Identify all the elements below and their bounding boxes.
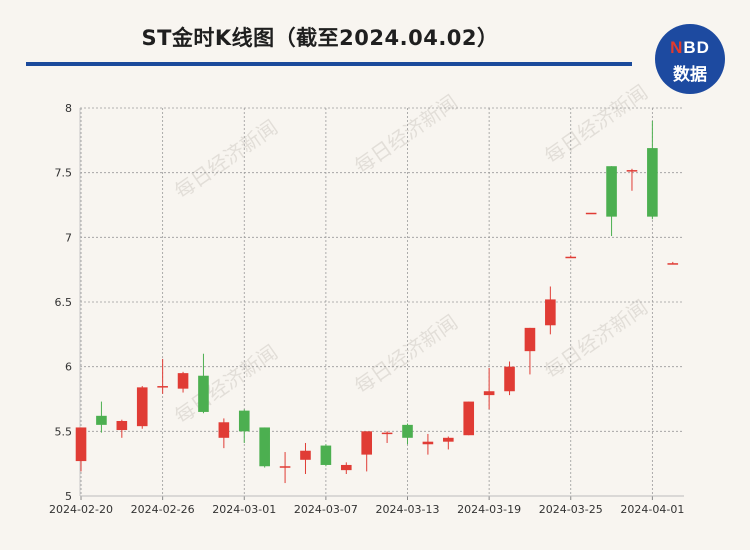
candle-body — [218, 422, 230, 438]
candle-body — [136, 387, 148, 427]
candle-body — [300, 450, 311, 460]
candle-body — [116, 420, 128, 431]
candle-body — [422, 441, 434, 445]
candle-body — [443, 437, 454, 442]
candle-body — [177, 373, 189, 389]
y-tick-label: 6.5 — [55, 296, 73, 309]
x-tick-label: 2024-03-13 — [376, 503, 440, 516]
candle-body — [381, 432, 393, 435]
candle-body — [524, 327, 536, 352]
candle-body — [647, 148, 658, 217]
candle-body — [585, 212, 597, 215]
candle-body — [402, 424, 413, 438]
candle-body — [96, 415, 107, 425]
candle-body — [565, 256, 577, 259]
candle-body — [238, 410, 250, 432]
y-tick-label: 6 — [65, 361, 72, 374]
chart-title: ST金时K线图（截至2024.04.02） — [141, 26, 499, 50]
candle-body — [483, 391, 495, 396]
y-tick-label: 7 — [65, 231, 72, 244]
x-tick-label: 2024-03-07 — [294, 503, 358, 516]
watermark-text: 每日经济新闻 — [170, 115, 282, 203]
candle-body — [463, 401, 475, 436]
candle-body — [340, 464, 352, 471]
watermark-text: 每日经济新闻 — [350, 90, 462, 178]
watermark-text: 每日经济新闻 — [540, 295, 652, 383]
x-tick-label: 2024-03-25 — [539, 503, 603, 516]
candle-body — [504, 366, 515, 392]
logo-text-bottom: 数据 — [673, 65, 707, 85]
y-tick-label: 8 — [65, 102, 72, 115]
watermark-text: 每日经济新闻 — [540, 80, 652, 168]
x-tick-label: 2024-03-01 — [212, 503, 276, 516]
candle-body — [320, 445, 332, 465]
x-tick-label: 2024-02-26 — [131, 503, 195, 516]
candle-body — [259, 427, 270, 467]
candle-body — [361, 431, 373, 455]
candle-body — [626, 170, 638, 172]
candle-body — [279, 466, 291, 468]
candle-body — [75, 427, 87, 462]
candle-body — [545, 299, 556, 326]
title-underline — [26, 62, 632, 66]
y-tick-label: 5.5 — [55, 425, 73, 438]
candle-body — [606, 166, 617, 217]
x-tick-label: 2024-02-20 — [49, 503, 113, 516]
candle-body — [667, 263, 679, 265]
nbd-logo: NBD 数据 — [655, 24, 725, 94]
y-tick-label: 7.5 — [55, 167, 73, 180]
candle-body — [198, 375, 209, 412]
logo-text-top: NBD — [670, 38, 710, 57]
x-tick-label: 2024-03-19 — [457, 503, 521, 516]
y-tick-label: 5 — [65, 490, 72, 503]
candle-body — [157, 386, 168, 388]
x-tick-label: 2024-04-01 — [620, 503, 684, 516]
watermark-text: 每日经济新闻 — [350, 310, 462, 398]
